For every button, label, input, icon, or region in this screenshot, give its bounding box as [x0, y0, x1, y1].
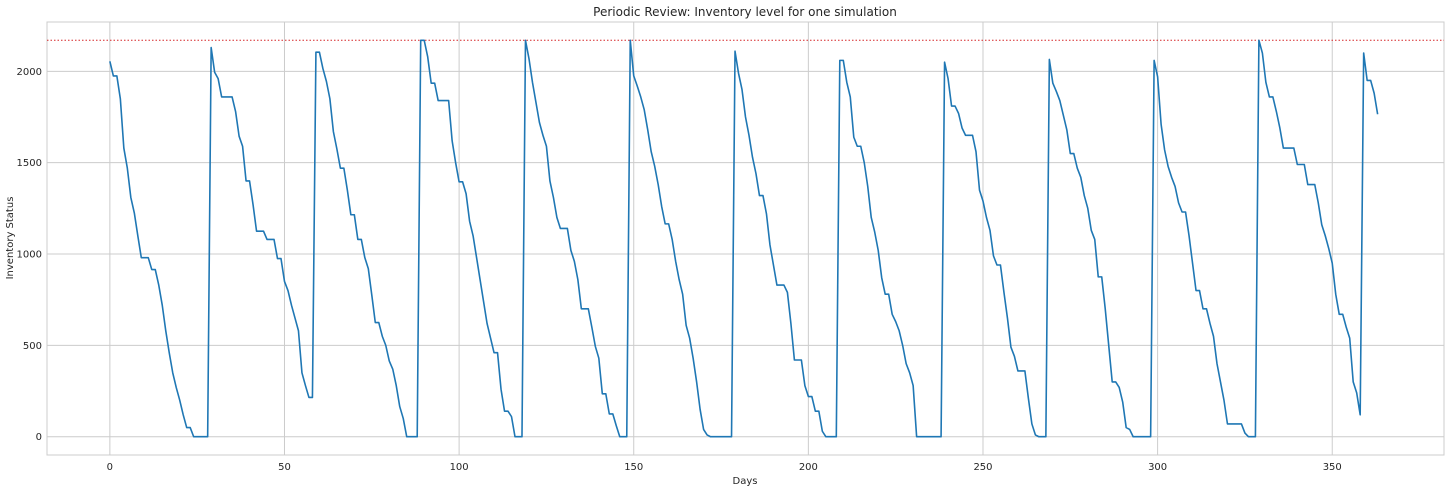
plot-frame: [46, 21, 1445, 456]
x-tick-label: 300: [1148, 462, 1167, 473]
x-axis-label: Days: [733, 476, 758, 487]
y-tick-label: 1500: [17, 158, 42, 169]
x-tick-label: 250: [973, 462, 992, 473]
y-tick-label: 500: [23, 341, 42, 352]
grid: [47, 22, 1444, 455]
y-axis-label: Inventory Status: [5, 197, 16, 280]
x-tick-label: 200: [799, 462, 818, 473]
x-tick-label: 100: [450, 462, 469, 473]
x-tick-labels: 0 50 100 150 200 250 300 350: [107, 462, 1342, 473]
chart-title: Periodic Review: Inventory level for one…: [593, 5, 897, 19]
y-tick-labels: 0 500 1000 1500 2000: [17, 67, 42, 443]
x-tick-label: 0: [107, 462, 113, 473]
x-tick-label: 350: [1323, 462, 1342, 473]
x-tick-label: 50: [278, 462, 291, 473]
series-line: [109, 39, 1379, 438]
y-tick-label: 0: [36, 432, 42, 443]
x-tick-label: 150: [624, 462, 643, 473]
y-tick-label: 1000: [17, 250, 42, 261]
y-tick-label: 2000: [17, 67, 42, 78]
